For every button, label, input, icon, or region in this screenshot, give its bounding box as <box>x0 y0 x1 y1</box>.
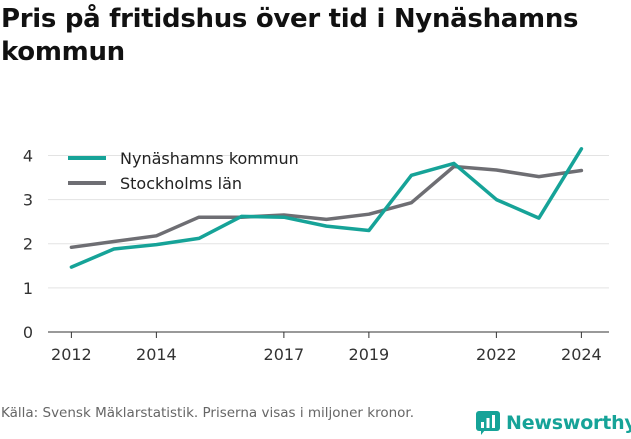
y-tick-label: 0 <box>23 323 33 342</box>
brand-name: Newsworthy <box>506 412 631 434</box>
x-tick-label: 2024 <box>561 345 602 364</box>
legend-label: Nynäshamns kommun <box>120 149 299 168</box>
brand: Newsworthy <box>476 408 631 438</box>
y-tick-label: 4 <box>23 146 33 165</box>
legend-label: Stockholms län <box>120 174 242 193</box>
series-line-2 <box>69 164 584 250</box>
x-tick-label: 2014 <box>136 345 177 364</box>
series-lines <box>69 147 584 269</box>
y-tick-label: 2 <box>23 235 33 254</box>
y-axis: 0 1 2 3 4 <box>23 146 33 342</box>
x-axis: 2012 2014 2017 2019 2022 2024 <box>48 331 609 364</box>
source-caption: Källa: Svensk Mäklarstatistik. Priserna … <box>1 405 415 421</box>
y-tick-label: 3 <box>23 191 33 210</box>
grid-lines <box>48 154 609 289</box>
x-tick-label: 2017 <box>264 345 305 364</box>
x-tick-label: 2012 <box>51 345 92 364</box>
x-tick-label: 2019 <box>349 345 390 364</box>
x-tick-label: 2022 <box>476 345 517 364</box>
legend: Nynäshamns kommun Stockholms län <box>68 149 299 193</box>
newsworthy-logo-icon <box>476 411 500 435</box>
y-tick-label: 1 <box>23 279 33 298</box>
series-line-1 <box>69 147 584 269</box>
chart-title: Pris på fritidshus över tid i Nynäshamns… <box>1 4 579 67</box>
